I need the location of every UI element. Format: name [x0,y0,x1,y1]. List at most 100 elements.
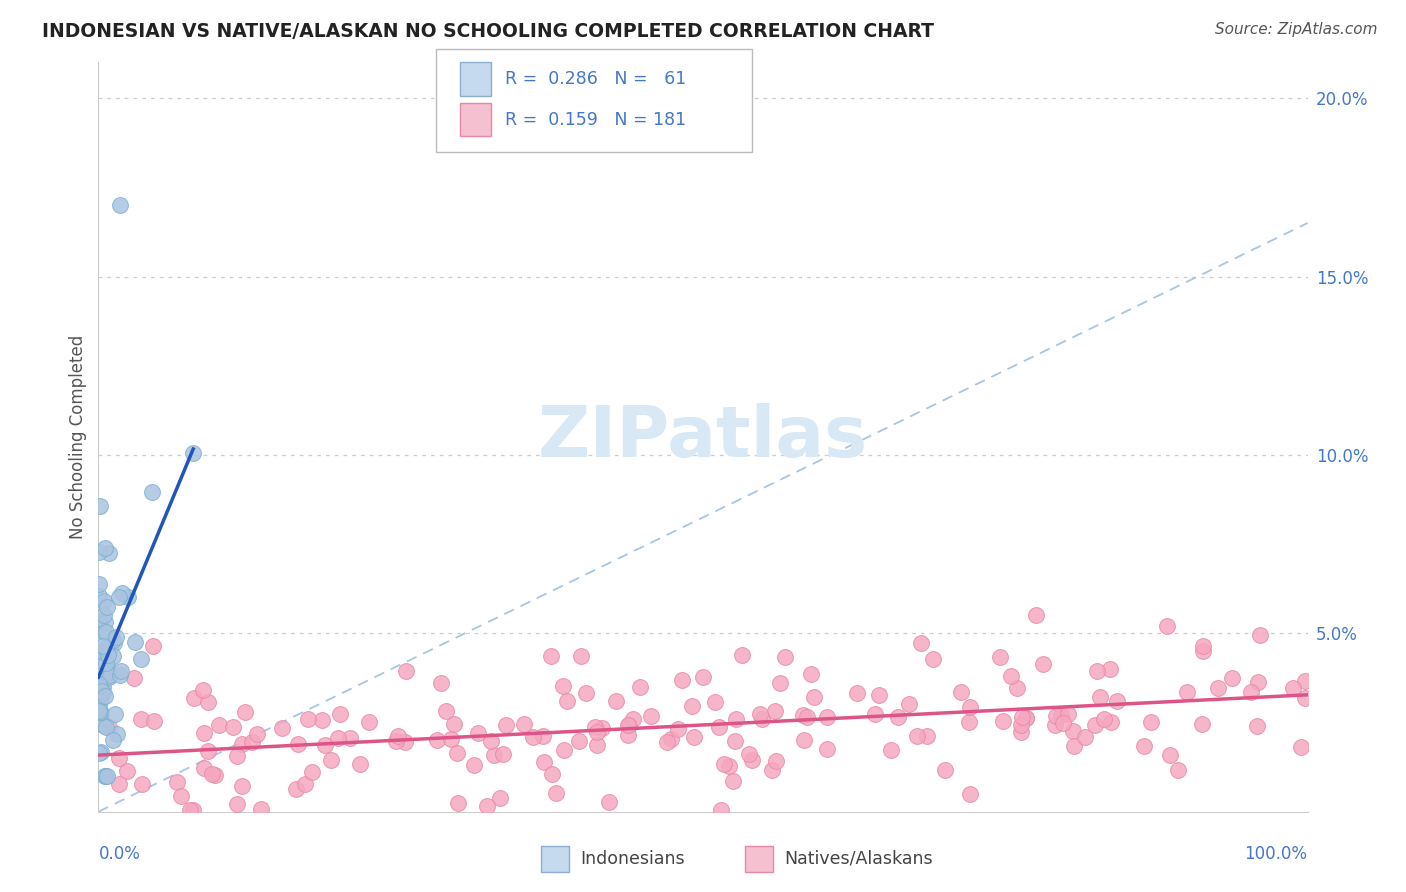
Point [1156,619,1178,633]
Point [749,706,772,721]
Point [741,753,763,767]
Point [94,541,117,555]
Point [533,755,555,769]
Point [111,585,134,599]
Point [917,729,939,743]
Point [761,763,783,777]
Point [87,545,110,559]
Point [1032,657,1054,672]
Point [640,708,662,723]
Point [718,759,741,773]
Point [183,690,205,705]
Point [704,695,727,709]
Point [98,546,121,560]
Point [197,695,219,709]
Point [90,668,112,682]
Point [751,712,773,726]
Point [87,702,110,716]
Point [339,731,361,745]
Point [131,712,153,726]
Point [1240,685,1263,699]
Point [803,690,825,704]
Point [94,640,117,655]
Point [240,735,263,749]
Text: INDONESIAN VS NATIVE/ALASKAN NO SCHOOLING COMPLETED CORRELATION CHART: INDONESIAN VS NATIVE/ALASKAN NO SCHOOLIN… [42,22,934,41]
Point [957,714,980,729]
Text: R =  0.159   N = 181: R = 0.159 N = 181 [505,111,686,128]
Point [122,671,145,685]
Point [387,729,409,743]
Point [204,767,226,781]
Point [846,686,869,700]
Point [555,694,578,708]
Point [108,590,131,604]
Point [887,710,910,724]
Point [583,720,606,734]
Point [1010,718,1032,732]
Point [897,698,920,712]
Point [97,661,120,675]
Point [103,733,125,747]
Point [1043,717,1066,731]
Point [1084,718,1107,732]
Point [443,716,465,731]
Point [586,738,609,752]
Point [1167,763,1189,777]
Point [141,484,163,499]
Text: Source: ZipAtlas.com: Source: ZipAtlas.com [1215,22,1378,37]
Point [921,652,943,666]
Point [96,599,118,614]
Text: Indonesians: Indonesians [581,850,685,868]
Point [1050,707,1073,722]
Point [193,761,215,775]
Point [395,664,418,678]
Point [301,765,323,780]
Point [657,735,679,749]
Point [91,718,114,732]
Point [605,694,627,708]
Point [793,733,815,747]
Point [108,198,131,212]
Point [193,725,215,739]
Text: 100.0%: 100.0% [1244,846,1308,863]
Point [179,803,201,817]
Point [551,679,574,693]
Point [115,764,138,778]
Point [1192,640,1215,654]
Point [1107,694,1129,708]
Point [910,636,932,650]
Point [89,694,111,708]
Point [91,686,114,700]
Point [93,625,115,640]
Point [1191,717,1213,731]
Point [108,777,131,791]
Point [108,668,131,682]
Point [108,751,131,765]
Point [628,680,651,694]
Point [959,699,981,714]
Point [90,745,112,759]
Point [89,677,111,691]
Point [683,730,706,744]
Point [96,769,118,783]
Point [143,714,166,729]
Point [863,706,886,721]
Point [93,689,115,703]
Point [294,777,316,791]
Point [297,712,319,726]
Point [1025,607,1047,622]
Point [249,802,271,816]
Point [89,614,111,628]
Point [585,724,607,739]
Point [800,666,823,681]
Point [270,721,292,735]
Point [991,714,1014,728]
Point [1294,691,1316,706]
Point [1282,681,1305,695]
Point [905,729,928,743]
Point [94,769,117,783]
Point [1052,715,1074,730]
Point [208,718,231,732]
Point [105,727,128,741]
Point [311,713,333,727]
